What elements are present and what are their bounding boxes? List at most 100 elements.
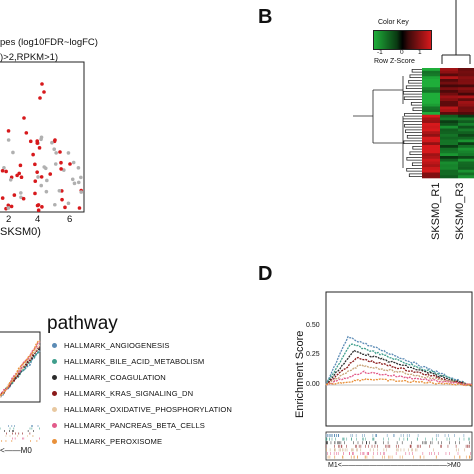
scatter-point	[53, 202, 57, 207]
scatter-point	[2, 165, 6, 170]
panel-d-ylabel: Enrichment Score	[294, 330, 306, 418]
heatmap-cell	[458, 145, 474, 149]
panel-d-letter: D	[258, 263, 273, 285]
y-tick: 0.00	[306, 381, 320, 388]
scatter-point	[19, 191, 23, 195]
heatmap-cell	[440, 175, 458, 179]
heatmap-cell	[422, 114, 440, 118]
heatmap-cell	[440, 117, 458, 121]
heatmap-cell	[458, 164, 474, 168]
heatmap-cell	[440, 167, 458, 171]
heatmap-cell	[422, 90, 440, 94]
rug-frame	[325, 431, 473, 461]
scatter-point	[35, 170, 39, 174]
heatmap-cell	[458, 117, 474, 121]
heatmap-cell	[458, 68, 474, 72]
heatmap-cell	[422, 128, 440, 132]
heatmap-cell	[422, 98, 440, 102]
panel-d-rug	[325, 431, 473, 461]
panel-a-frame	[0, 61, 85, 213]
heatmap-cell	[458, 128, 474, 132]
scatter-point	[0, 196, 5, 200]
legend-dot	[52, 343, 57, 348]
scatter-point	[59, 167, 63, 171]
heatmap-cell	[458, 112, 474, 116]
heatmap-cell	[458, 158, 474, 162]
heatmap-cell	[422, 92, 440, 96]
panel-c-axis: <——M0	[0, 446, 32, 455]
legend-label: HALLMARK_COAGULATION	[64, 373, 166, 382]
scatter-point	[44, 189, 49, 194]
heatmap-cell	[440, 161, 458, 165]
heatmap-cell	[458, 167, 474, 171]
legend-label: HALLMARK_KRAS_SIGNALING_DN	[64, 389, 194, 398]
scatter-point	[11, 150, 15, 155]
scatter-point	[22, 116, 26, 120]
heatmap-cell	[458, 114, 474, 118]
heatmap-cell	[422, 103, 440, 107]
column-label: SKSM0_R3	[454, 182, 466, 240]
heatmap-cell	[422, 79, 440, 83]
heatmap-cell	[458, 87, 474, 91]
heatmap-cell	[458, 123, 474, 127]
heatmap-cell	[458, 73, 474, 77]
heatmap-cell	[422, 76, 440, 80]
heatmap-cell	[440, 81, 458, 85]
scatter-point	[45, 178, 49, 183]
heatmap-cell	[440, 128, 458, 132]
heatmap-cell	[440, 84, 458, 88]
legend-dot	[52, 407, 57, 412]
heatmap-cell	[440, 156, 458, 160]
enrichment-curve	[325, 364, 473, 386]
scatter-point	[35, 139, 40, 143]
heatmap-cell	[458, 92, 474, 96]
scatter-point	[6, 206, 11, 210]
scatter-point	[6, 203, 11, 208]
heatmap-cell	[458, 153, 474, 157]
y-tick: 0.50	[306, 322, 320, 329]
heatmap-cell	[458, 120, 474, 124]
scatter-point	[24, 131, 29, 135]
heatmap-cell	[422, 134, 440, 138]
panel-a-title-line1: pes (log10FDR~logFC)	[0, 37, 98, 48]
scatter-point	[71, 160, 76, 165]
legend-dot	[52, 359, 57, 364]
heatmap-cell	[458, 172, 474, 176]
heatmap-cell	[458, 142, 474, 146]
scatter-point	[42, 165, 47, 169]
panel-a-plot	[0, 61, 85, 213]
heatmap-cell	[440, 112, 458, 116]
heatmap-cell	[440, 114, 458, 118]
row-dendrogram	[353, 68, 422, 178]
heatmap-cell	[440, 158, 458, 162]
scatter-point	[68, 162, 72, 166]
legend-label: HALLMARK_PEROXISOME	[64, 437, 163, 446]
scatter-point	[50, 140, 54, 145]
heatmap-cell	[458, 81, 474, 85]
scatter-point	[72, 181, 77, 186]
heatmap-cell	[422, 125, 440, 129]
heatmap-cell	[440, 150, 458, 154]
enrichment-curve	[0, 340, 41, 396]
panel-d-plot	[325, 291, 473, 427]
panel-b-letter: B	[258, 6, 273, 28]
scatter-point	[17, 171, 22, 176]
color-key-ticks: -1 0 1	[373, 49, 431, 59]
scatter-point	[36, 208, 41, 213]
heatmap-cell	[440, 95, 458, 99]
scatter-point	[39, 175, 44, 179]
scatter-point	[21, 196, 26, 201]
heatmap-cell	[440, 68, 458, 72]
legend-label: HALLMARK_PANCREAS_BETA_CELLS	[64, 421, 205, 430]
scatter-point	[38, 96, 42, 100]
enrichment-curve	[325, 343, 473, 387]
heatmap-cell	[458, 147, 474, 151]
heatmap-cell	[422, 142, 440, 146]
panel-c-plot	[0, 331, 41, 403]
scatter-point	[33, 191, 37, 196]
scatter-point	[19, 195, 23, 200]
scatter-point	[54, 151, 58, 155]
scatter-point	[40, 205, 44, 209]
heatmap-cell	[458, 169, 474, 173]
heatmap-cell	[422, 70, 440, 74]
